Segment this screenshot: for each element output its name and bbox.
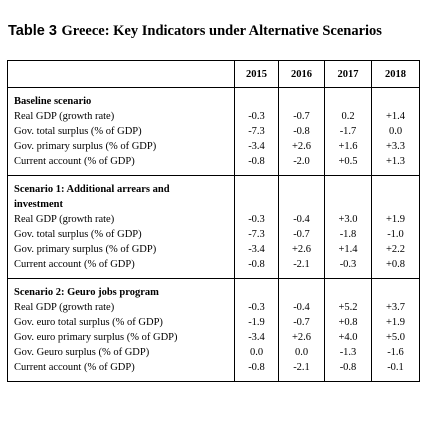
cell-value: -0.4 — [278, 300, 325, 315]
header-row: 2015 2016 2017 2018 — [7, 60, 420, 88]
section-scenario-2: Scenario 2: Geuro jobs program Real GDP … — [7, 278, 420, 382]
cell-value: -1.9 — [234, 315, 279, 330]
table-row: Current account (% of GDP) -0.8 -2.1 -0.… — [7, 257, 420, 272]
cell-value: +4.0 — [324, 330, 372, 345]
section-baseline: Baseline scenario Real GDP (growth rate)… — [7, 87, 420, 176]
table-row: Gov. euro total surplus (% of GDP) -1.9 … — [7, 315, 420, 330]
table-row: Real GDP (growth rate) -0.3 -0.4 +5.2 +3… — [7, 300, 420, 315]
cell-value: -1.3 — [324, 345, 372, 360]
table-title: Table 3 Greece: Key Indicators under Alt… — [8, 22, 382, 40]
row-label: Current account (% of GDP) — [7, 360, 235, 375]
cell-value: -0.8 — [278, 124, 325, 139]
cell-value: -1.7 — [324, 124, 372, 139]
cell-value: -1.6 — [371, 345, 420, 360]
cell-value: +2.6 — [278, 330, 325, 345]
cell-value: -2.1 — [278, 257, 325, 272]
cell-value: -3.4 — [234, 242, 279, 257]
cell-value: -7.3 — [234, 124, 279, 139]
cell-value: -0.3 — [234, 109, 279, 124]
year-header: 2018 — [371, 60, 420, 88]
table-row: Gov. primary surplus (% of GDP) -3.4 +2.… — [7, 139, 420, 154]
cell-value: +2.6 — [278, 139, 325, 154]
cell-value: +3.3 — [371, 139, 420, 154]
cell-value: 0.0 — [234, 345, 279, 360]
table-row: Current account (% of GDP) -0.8 -2.1 -0.… — [7, 360, 420, 375]
header-label-cell — [7, 60, 235, 88]
section-title: investment — [7, 197, 235, 212]
cell-value: +1.6 — [324, 139, 372, 154]
indicators-table: 2015 2016 2017 2018 Baseline scenario Re… — [7, 60, 420, 382]
row-label: Gov. euro total surplus (% of GDP) — [7, 315, 235, 330]
table-caption: Greece: Key Indicators under Alternative… — [61, 23, 382, 39]
cell-value: -0.8 — [324, 360, 372, 375]
table-number: Table 3 — [8, 23, 57, 39]
cell-value: -2.1 — [278, 360, 325, 375]
table-row: Current account (% of GDP) -0.8 -2.0 +0.… — [7, 154, 420, 169]
row-label: Current account (% of GDP) — [7, 154, 235, 169]
cell-value: -0.8 — [234, 154, 279, 169]
cell-value: -0.8 — [234, 360, 279, 375]
cell-value: -1.0 — [371, 227, 420, 242]
table-row: Gov. total surplus (% of GDP) -7.3 -0.8 … — [7, 124, 420, 139]
cell-value: -3.4 — [234, 330, 279, 345]
section-title: Baseline scenario — [7, 94, 235, 109]
cell-value: +0.5 — [324, 154, 372, 169]
row-label: Current account (% of GDP) — [7, 257, 235, 272]
cell-value: +1.4 — [371, 109, 420, 124]
row-label: Real GDP (growth rate) — [7, 300, 235, 315]
row-label: Gov. primary surplus (% of GDP) — [7, 242, 235, 257]
cell-value: +1.9 — [371, 315, 420, 330]
cell-value: 0.0 — [278, 345, 325, 360]
row-label: Gov. euro primary surplus (% of GDP) — [7, 330, 235, 345]
table-row: Real GDP (growth rate) -0.3 -0.4 +3.0 +1… — [7, 212, 420, 227]
cell-value: -0.7 — [278, 109, 325, 124]
cell-value: -0.1 — [371, 360, 420, 375]
cell-value: -3.4 — [234, 139, 279, 154]
row-label: Real GDP (growth rate) — [7, 212, 235, 227]
row-label: Gov. primary surplus (% of GDP) — [7, 139, 235, 154]
cell-value: -0.3 — [324, 257, 372, 272]
section-title: Scenario 2: Geuro jobs program — [7, 285, 235, 300]
cell-value: -0.7 — [278, 315, 325, 330]
section-title: Scenario 1: Additional arrears and — [7, 182, 235, 197]
table-row: Gov. primary surplus (% of GDP) -3.4 +2.… — [7, 242, 420, 257]
cell-value: +5.0 — [371, 330, 420, 345]
row-label: Gov. total surplus (% of GDP) — [7, 124, 235, 139]
row-label: Gov. Geuro surplus (% of GDP) — [7, 345, 235, 360]
table-row: Gov. euro primary surplus (% of GDP) -3.… — [7, 330, 420, 345]
cell-value: -1.8 — [324, 227, 372, 242]
cell-value: +0.8 — [324, 315, 372, 330]
table-row: Gov. total surplus (% of GDP) -7.3 -0.7 … — [7, 227, 420, 242]
cell-value: +1.4 — [324, 242, 372, 257]
row-label: Gov. total surplus (% of GDP) — [7, 227, 235, 242]
section-heading: Baseline scenario — [7, 94, 420, 109]
cell-value: -0.3 — [234, 212, 279, 227]
cell-value: +3.7 — [371, 300, 420, 315]
row-label: Real GDP (growth rate) — [7, 109, 235, 124]
table-row: Gov. Geuro surplus (% of GDP) 0.0 0.0 -1… — [7, 345, 420, 360]
year-header: 2017 — [324, 60, 372, 88]
cell-value: -0.7 — [278, 227, 325, 242]
cell-value: -7.3 — [234, 227, 279, 242]
cell-value: +1.9 — [371, 212, 420, 227]
cell-value: -0.8 — [234, 257, 279, 272]
year-header: 2015 — [234, 60, 279, 88]
cell-value: 0.2 — [324, 109, 372, 124]
cell-value: -2.0 — [278, 154, 325, 169]
year-header: 2016 — [278, 60, 325, 88]
cell-value: -0.3 — [234, 300, 279, 315]
section-heading: Scenario 2: Geuro jobs program — [7, 285, 420, 300]
cell-value: +0.8 — [371, 257, 420, 272]
cell-value: 0.0 — [371, 124, 420, 139]
cell-value: -0.4 — [278, 212, 325, 227]
cell-value: +3.0 — [324, 212, 372, 227]
section-scenario-1: Scenario 1: Additional arrears and inves… — [7, 175, 420, 279]
cell-value: +1.3 — [371, 154, 420, 169]
cell-value: +5.2 — [324, 300, 372, 315]
cell-value: +2.6 — [278, 242, 325, 257]
cell-value: +2.2 — [371, 242, 420, 257]
table-row: Real GDP (growth rate) -0.3 -0.7 0.2 +1.… — [7, 109, 420, 124]
section-heading: Scenario 1: Additional arrears and — [7, 182, 420, 197]
section-heading: investment — [7, 197, 420, 212]
